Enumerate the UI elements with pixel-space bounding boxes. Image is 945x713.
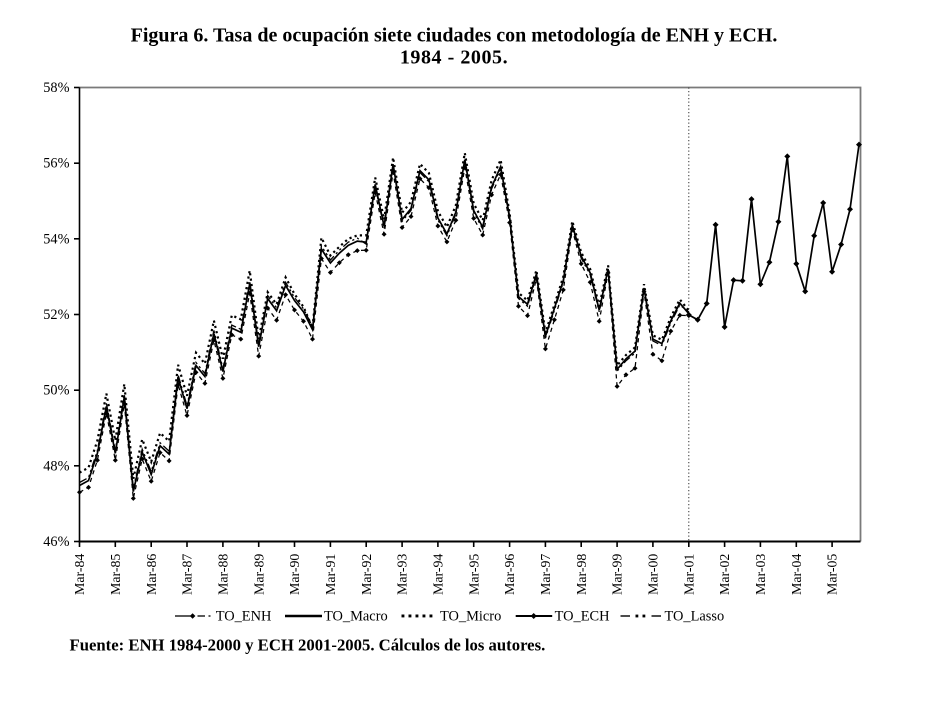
svg-text:Mar-99: Mar-99 — [611, 554, 626, 595]
svg-text:TO_ECH: TO_ECH — [555, 609, 610, 625]
svg-text:1984 - 2005.: 1984 - 2005. — [400, 47, 508, 69]
svg-text:46%: 46% — [43, 534, 69, 550]
svg-text:Mar-87: Mar-87 — [181, 554, 196, 595]
svg-text:Fuente: ENH 1984-2000 y ECH 20: Fuente: ENH 1984-2000 y ECH 2001-2005. C… — [70, 636, 546, 655]
svg-text:48%: 48% — [43, 458, 69, 474]
svg-text:Figura 6. Tasa de ocupación si: Figura 6. Tasa de ocupación siete ciudad… — [131, 24, 778, 46]
svg-text:Mar-02: Mar-02 — [718, 554, 733, 595]
svg-text:TO_Macro: TO_Macro — [324, 609, 388, 625]
svg-text:Mar-88: Mar-88 — [217, 554, 232, 595]
svg-text:Mar-01: Mar-01 — [682, 554, 697, 595]
svg-text:Mar-84: Mar-84 — [73, 554, 88, 595]
svg-text:TO_Micro: TO_Micro — [440, 609, 501, 625]
svg-text:Mar-95: Mar-95 — [467, 554, 482, 595]
svg-text:Mar-00: Mar-00 — [647, 554, 662, 595]
svg-text:Mar-85: Mar-85 — [109, 554, 124, 595]
svg-text:Mar-89: Mar-89 — [252, 554, 267, 595]
svg-text:Mar-86: Mar-86 — [145, 554, 160, 595]
svg-text:50%: 50% — [43, 383, 69, 399]
svg-text:54%: 54% — [43, 231, 69, 247]
svg-text:Mar-92: Mar-92 — [360, 554, 375, 595]
svg-text:Mar-98: Mar-98 — [575, 554, 590, 595]
svg-text:Mar-93: Mar-93 — [396, 554, 411, 595]
svg-text:56%: 56% — [43, 156, 69, 172]
svg-text:Mar-90: Mar-90 — [288, 554, 303, 595]
svg-text:Mar-96: Mar-96 — [503, 554, 518, 595]
svg-text:TO_Lasso: TO_Lasso — [665, 609, 725, 625]
svg-text:58%: 58% — [43, 80, 69, 96]
svg-text:52%: 52% — [43, 307, 69, 323]
svg-text:Mar-94: Mar-94 — [432, 554, 447, 595]
svg-text:Mar-97: Mar-97 — [539, 554, 554, 595]
svg-text:Mar-03: Mar-03 — [754, 554, 769, 595]
svg-text:TO_ENH: TO_ENH — [216, 609, 272, 625]
svg-text:Mar-04: Mar-04 — [790, 554, 805, 595]
svg-text:Mar-05: Mar-05 — [826, 554, 841, 595]
svg-text:Mar-91: Mar-91 — [324, 554, 339, 595]
